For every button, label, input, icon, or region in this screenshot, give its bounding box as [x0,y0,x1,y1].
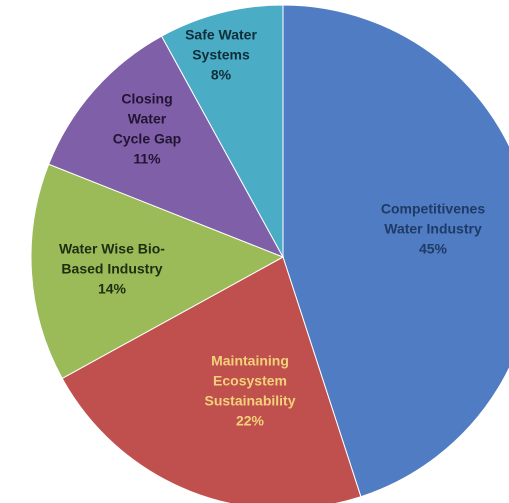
slice-label: Water Wise Bio- Based Industry 14% [59,241,165,297]
slice-label: Competitivenes Water Industry 45% [381,201,485,257]
slice-label: Closing Water Cycle Gap 11% [113,91,181,167]
slices-layer [30,4,509,503]
slice-label-line: 14% [98,281,127,297]
slice-label-line: 11% [133,151,161,167]
slice-label-line: Ecosystem [213,373,287,389]
slice-label-line: Safe Water [185,27,257,43]
slice-label: Safe Water Systems 8% [185,27,257,83]
labels-layer: Competitivenes Water Industry 45% Maintaini… [59,27,485,429]
pie-slice [282,4,509,498]
pie-slice [48,35,285,258]
slice-label-line: 45% [419,241,448,257]
slice-label-line: Water [128,111,167,127]
pie-slice [160,4,284,258]
slice-label-line: Based Industry [61,261,162,277]
pie-slice [61,256,362,503]
slice-label-line: Maintaining [211,353,289,369]
slice-label: Maintaining Ecosystem Sustainability 22% [204,353,295,429]
slice-label-line: Cycle Gap [113,131,181,147]
slice-label-line: 22% [236,413,265,429]
slice-label-line: Closing [121,91,172,107]
slice-label-line: Systems [192,47,250,63]
slice-label-line: Water Wise Bio- [59,241,165,257]
slice-label-line: Competitivenes [381,201,485,217]
slice-label-line: 8% [211,67,232,83]
slice-label-line: Sustainability [204,393,295,409]
slice-label-line: Water Industry [384,221,482,237]
pie-slice [30,163,285,380]
